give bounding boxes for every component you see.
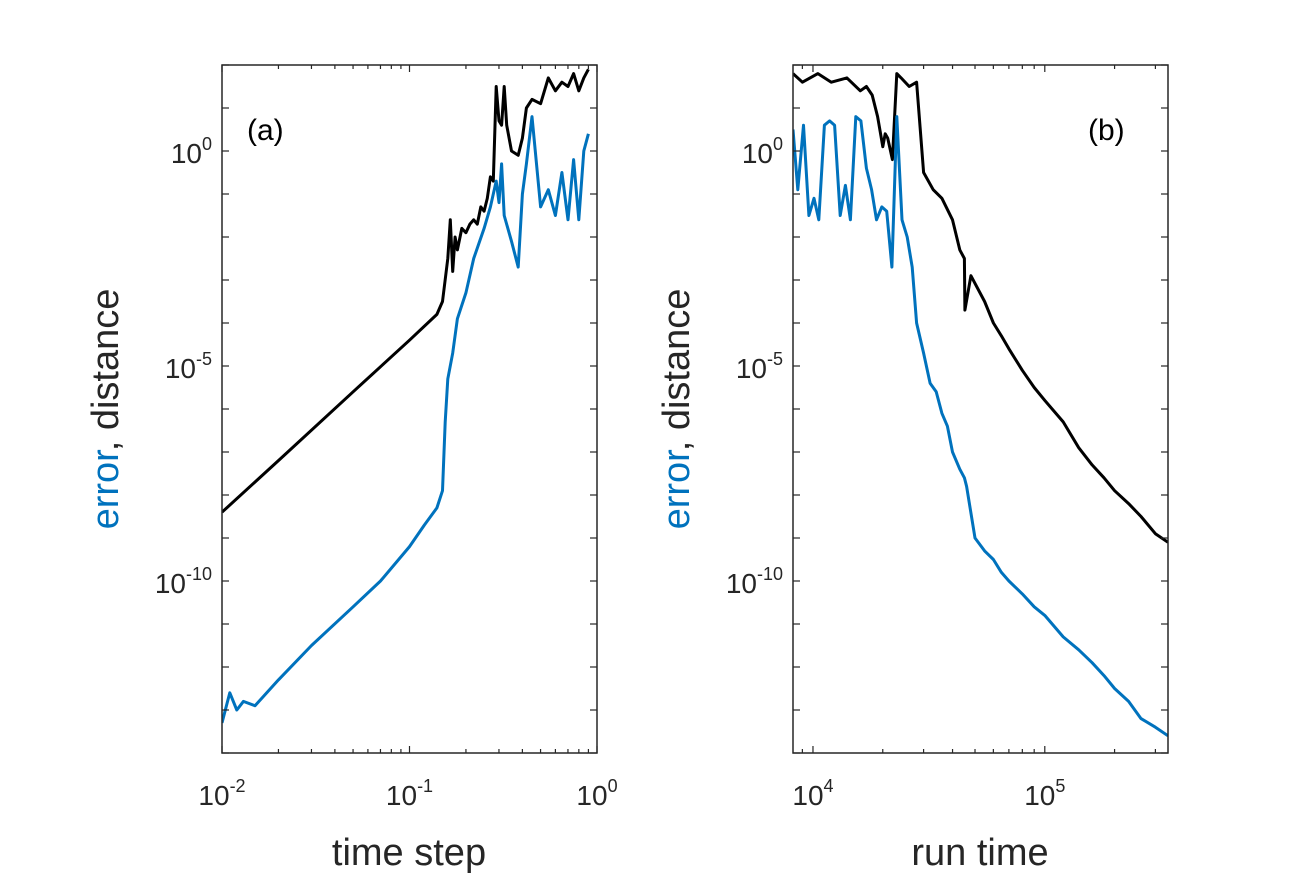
chart-a-ticks: 10-2 10-1 100 10-10 10-5 100 — [155, 64, 618, 811]
chart-a-y-axis-label: error, distance — [85, 289, 127, 530]
chart-panel-b: 104 105 10-10 10-5 100 (b) run time error, d… — [656, 64, 1169, 874]
chart-b-x-tick-label: 104 — [792, 776, 833, 811]
chart-a-y-tick-label: 10-5 — [165, 349, 212, 384]
chart-b-y-tick-label: 100 — [742, 134, 783, 169]
chart-a-y-label-error: error — [85, 449, 127, 530]
chart-b-series-layer — [793, 72, 1168, 738]
chart-a-series-distance-line — [222, 68, 590, 514]
chart-b-series-error-line — [793, 115, 1168, 738]
chart-a-series-error-line — [222, 115, 590, 724]
chart-b-y-label-error: error — [656, 449, 698, 530]
chart-a-y-label-sep: , — [85, 441, 127, 452]
chart-a-x-tick-label: 100 — [576, 776, 617, 811]
chart-b-x-tick-label: 105 — [1024, 776, 1065, 811]
chart-a-y-tick-label: 10-10 — [155, 564, 212, 599]
chart-b-y-label-sep: , — [656, 441, 698, 452]
chart-a-panel-tag: (a) — [247, 114, 284, 147]
chart-b-x-axis-label: run time — [911, 832, 1048, 874]
chart-a-series-layer — [222, 68, 590, 724]
chart-b-y-tick-label: 10-5 — [736, 349, 783, 384]
chart-b-series-distance-line — [793, 72, 1168, 544]
chart-a-x-axis-label: time step — [332, 832, 486, 874]
chart-b-panel-tag: (b) — [1088, 114, 1125, 147]
chart-a-y-tick-label: 100 — [171, 134, 212, 169]
chart-b-y-tick-label: 10-10 — [726, 564, 783, 599]
chart-a-x-tick-label: 10-2 — [198, 776, 245, 811]
chart-b-y-label-distance: distance — [656, 289, 698, 431]
chart-b-ticks: 104 105 10-10 10-5 100 — [726, 64, 1168, 811]
chart-a-y-label-distance: distance — [85, 289, 127, 431]
chart-b-y-axis-label: error, distance — [656, 289, 698, 530]
chart-panel-a: 10-2 10-1 100 10-10 10-5 100 (a) time step er… — [85, 64, 618, 874]
chart-a-x-tick-label: 10-1 — [386, 776, 433, 811]
